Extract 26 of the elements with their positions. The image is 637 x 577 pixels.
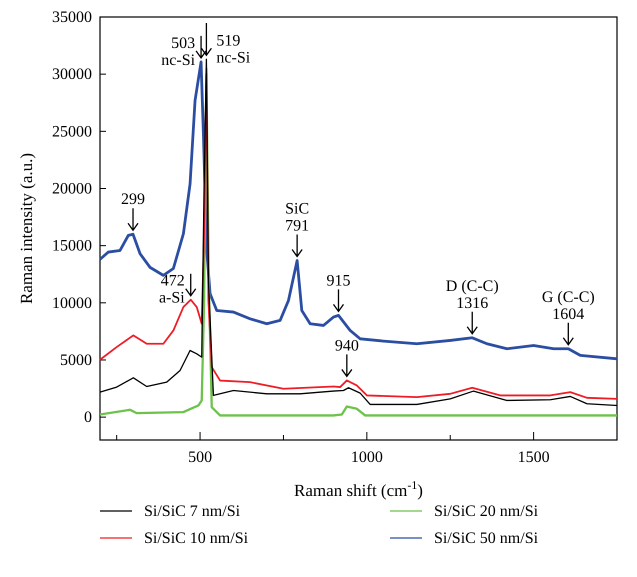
y-tick-label: 20000 bbox=[52, 180, 92, 198]
x-tick-label: 1500 bbox=[518, 449, 550, 466]
annotation: 915 bbox=[326, 272, 350, 290]
legend-label: Si/SiC 20 nm/Si bbox=[434, 503, 539, 520]
annotation: 940 bbox=[334, 337, 359, 354]
y-tick-label: 10000 bbox=[52, 294, 92, 312]
y-tick-label: 30000 bbox=[52, 66, 92, 84]
y-tick-label: 5000 bbox=[60, 352, 92, 369]
annotation: G (C-C) 1604 bbox=[542, 288, 595, 323]
annotation: 299 bbox=[121, 191, 146, 208]
legend-label: Si/SiC 10 nm/Si bbox=[144, 530, 249, 547]
annotation: D (C-C) 1316 bbox=[446, 278, 499, 312]
annotation: SiC 791 bbox=[285, 200, 310, 235]
legend-label: Si/SiC 50 nm/Si bbox=[434, 530, 539, 547]
y-tick-label: 15000 bbox=[52, 238, 92, 255]
x-tick-label: 1000 bbox=[350, 449, 383, 466]
annotation: 472 a-Si bbox=[158, 272, 186, 307]
legend-label: Si/SiC 7 nm/Si bbox=[144, 503, 241, 520]
y-tick-label: 35000 bbox=[52, 9, 92, 26]
x-axis-title: Raman shift (cm$^{-1}$) bbox=[294, 478, 423, 500]
y-tick-label: 25000 bbox=[52, 123, 92, 140]
y-axis-title: Raman intensity (a.u.) bbox=[17, 152, 36, 304]
annotation: 519 nc-Si bbox=[216, 32, 251, 66]
y-tick-label: 0 bbox=[84, 409, 92, 426]
annotation: 503 nc-Si bbox=[161, 34, 196, 69]
x-tick-label: 500 bbox=[188, 449, 212, 466]
